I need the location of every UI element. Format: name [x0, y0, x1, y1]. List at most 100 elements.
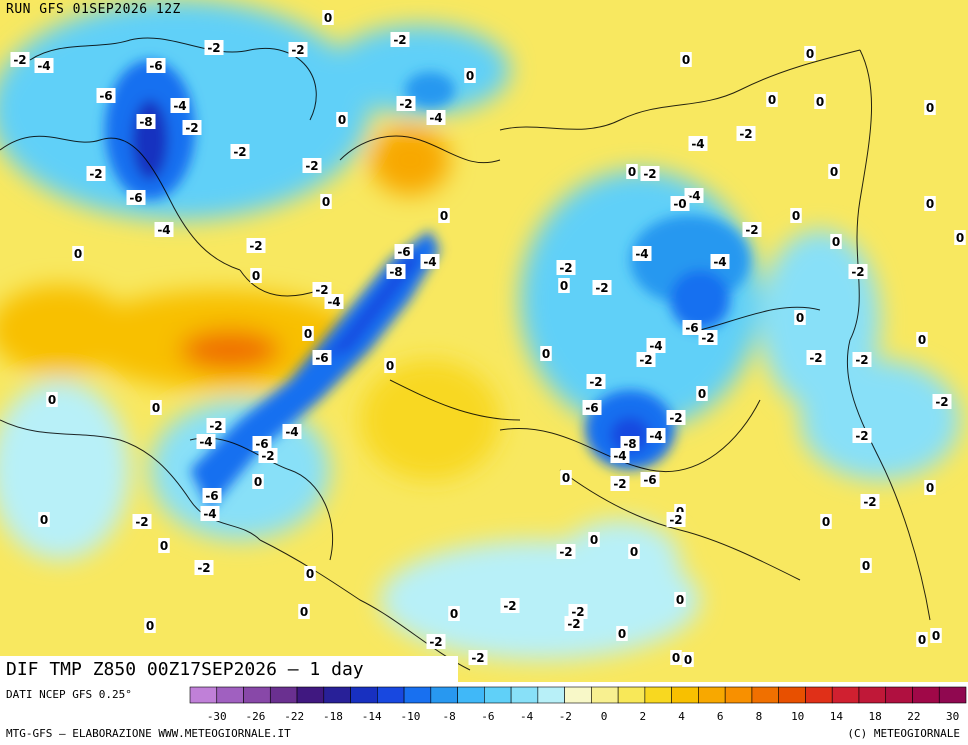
- label-background: [610, 476, 630, 491]
- label-background: [206, 418, 226, 433]
- label-background: [312, 350, 332, 365]
- label-background: [558, 278, 570, 293]
- isotherm-label: -2: [233, 145, 246, 159]
- isotherm-label: -4: [429, 111, 442, 125]
- isotherm-label: -2: [185, 121, 198, 135]
- label-background: [194, 560, 214, 575]
- isotherm-label: 0: [40, 513, 48, 527]
- colorbar-tick-label: -18: [323, 710, 343, 723]
- isotherm-label: 0: [862, 559, 870, 573]
- isotherm-label: -4: [691, 137, 704, 151]
- isotherm-label: -2: [595, 281, 608, 295]
- label-background: [96, 88, 116, 103]
- label-background: [924, 480, 936, 495]
- isotherm-label: -2: [639, 353, 652, 367]
- isotherm-label: 0: [806, 47, 814, 61]
- label-background: [252, 436, 272, 451]
- isotherm-label: -6: [585, 401, 598, 415]
- isotherm-label: -2: [669, 411, 682, 425]
- isotherm-label: 0: [562, 471, 570, 485]
- colorbar-tick-label: -26: [246, 710, 266, 723]
- isotherm-label: 0: [48, 393, 56, 407]
- isotherm-label: -2: [399, 97, 412, 111]
- isotherm-label: -2: [809, 351, 822, 365]
- isotherm-label: -6: [397, 245, 410, 259]
- label-background: [924, 100, 936, 115]
- colorbar-swatch: [484, 686, 512, 704]
- label-background: [564, 616, 584, 631]
- label-background: [814, 94, 826, 109]
- isotherm-label: 0: [74, 247, 82, 261]
- label-background: [670, 196, 690, 211]
- colorbar-tick-label: -4: [520, 710, 534, 723]
- isotherm-label: -6: [685, 321, 698, 335]
- colorbar-swatch: [189, 686, 218, 704]
- label-background: [426, 634, 446, 649]
- isotherm-label: 0: [152, 401, 160, 415]
- label-background: [336, 112, 348, 127]
- isotherm-label: 0: [672, 651, 680, 665]
- label-background: [632, 246, 652, 261]
- label-background: [588, 532, 600, 547]
- label-background: [916, 632, 928, 647]
- isotherm-label: -4: [285, 425, 298, 439]
- label-background: [144, 618, 156, 633]
- label-background: [636, 352, 656, 367]
- isotherm-label: 0: [160, 539, 168, 553]
- isotherm-label: -2: [739, 127, 752, 141]
- colorbar-swatch: [510, 686, 539, 704]
- label-background: [860, 558, 872, 573]
- colorbar: -30 -26 -22 -18 -14 -10 -8 -6 -4 -2 0 2 4 6 8 10 14 18 22 3…: [189, 686, 967, 723]
- isotherm-label: -2: [89, 167, 102, 181]
- isotherm-label: -4: [613, 449, 626, 463]
- isotherm-label: 0: [676, 593, 684, 607]
- isotherm-label: 0: [926, 197, 934, 211]
- isotherm-label: -2: [209, 419, 222, 433]
- label-background: [34, 58, 54, 73]
- label-background: [394, 244, 414, 259]
- label-background: [586, 374, 606, 389]
- label-background: [820, 514, 832, 529]
- label-background: [616, 626, 628, 641]
- label-background: [438, 208, 450, 223]
- isotherm-label: -2: [851, 265, 864, 279]
- isotherm-label: -2: [863, 495, 876, 509]
- isotherm-label: 0: [324, 11, 332, 25]
- colorbar-tick-label: 8: [756, 710, 763, 723]
- isotherm-label: -2: [559, 261, 572, 275]
- label-background: [560, 470, 572, 485]
- isotherm-label: -4: [649, 339, 662, 353]
- isotherm-label: 0: [450, 607, 458, 621]
- label-background: [688, 136, 708, 151]
- isotherm-label: 0: [618, 627, 626, 641]
- label-background: [202, 488, 222, 503]
- label-background: [86, 166, 106, 181]
- isotherm-label: 0: [254, 475, 262, 489]
- colorbar-swatch: [644, 686, 672, 704]
- isotherm-label: -2: [855, 429, 868, 443]
- colorbar-tick-label: -30: [207, 710, 227, 723]
- isotherm-label: -4: [649, 429, 662, 443]
- label-background: [680, 52, 692, 67]
- label-background: [384, 358, 396, 373]
- colorbar-swatch: [269, 686, 298, 704]
- isotherm-label: -6: [643, 473, 656, 487]
- label-background: [804, 46, 816, 61]
- isotherm-label: -2: [249, 239, 262, 253]
- label-background: [736, 126, 756, 141]
- isotherm-label: 0: [590, 533, 598, 547]
- label-background: [556, 544, 576, 559]
- credits-right: (C) METEOGIORNALE: [847, 727, 960, 740]
- label-background: [500, 598, 520, 613]
- isotherm-label: -8: [389, 265, 402, 279]
- label-background: [852, 352, 872, 367]
- isotherm-label: -2: [643, 167, 656, 181]
- isotherm-label: -4: [635, 247, 648, 261]
- label-background: [126, 190, 146, 205]
- colorbar-swatch: [430, 686, 458, 704]
- colorbar-swatch: [350, 686, 378, 704]
- isotherm-label: 0: [918, 333, 926, 347]
- data-source-label: DATI NCEP GFS 0.25°: [6, 688, 132, 701]
- isotherm-label: -4: [37, 59, 50, 73]
- isotherm-label: -6: [315, 351, 328, 365]
